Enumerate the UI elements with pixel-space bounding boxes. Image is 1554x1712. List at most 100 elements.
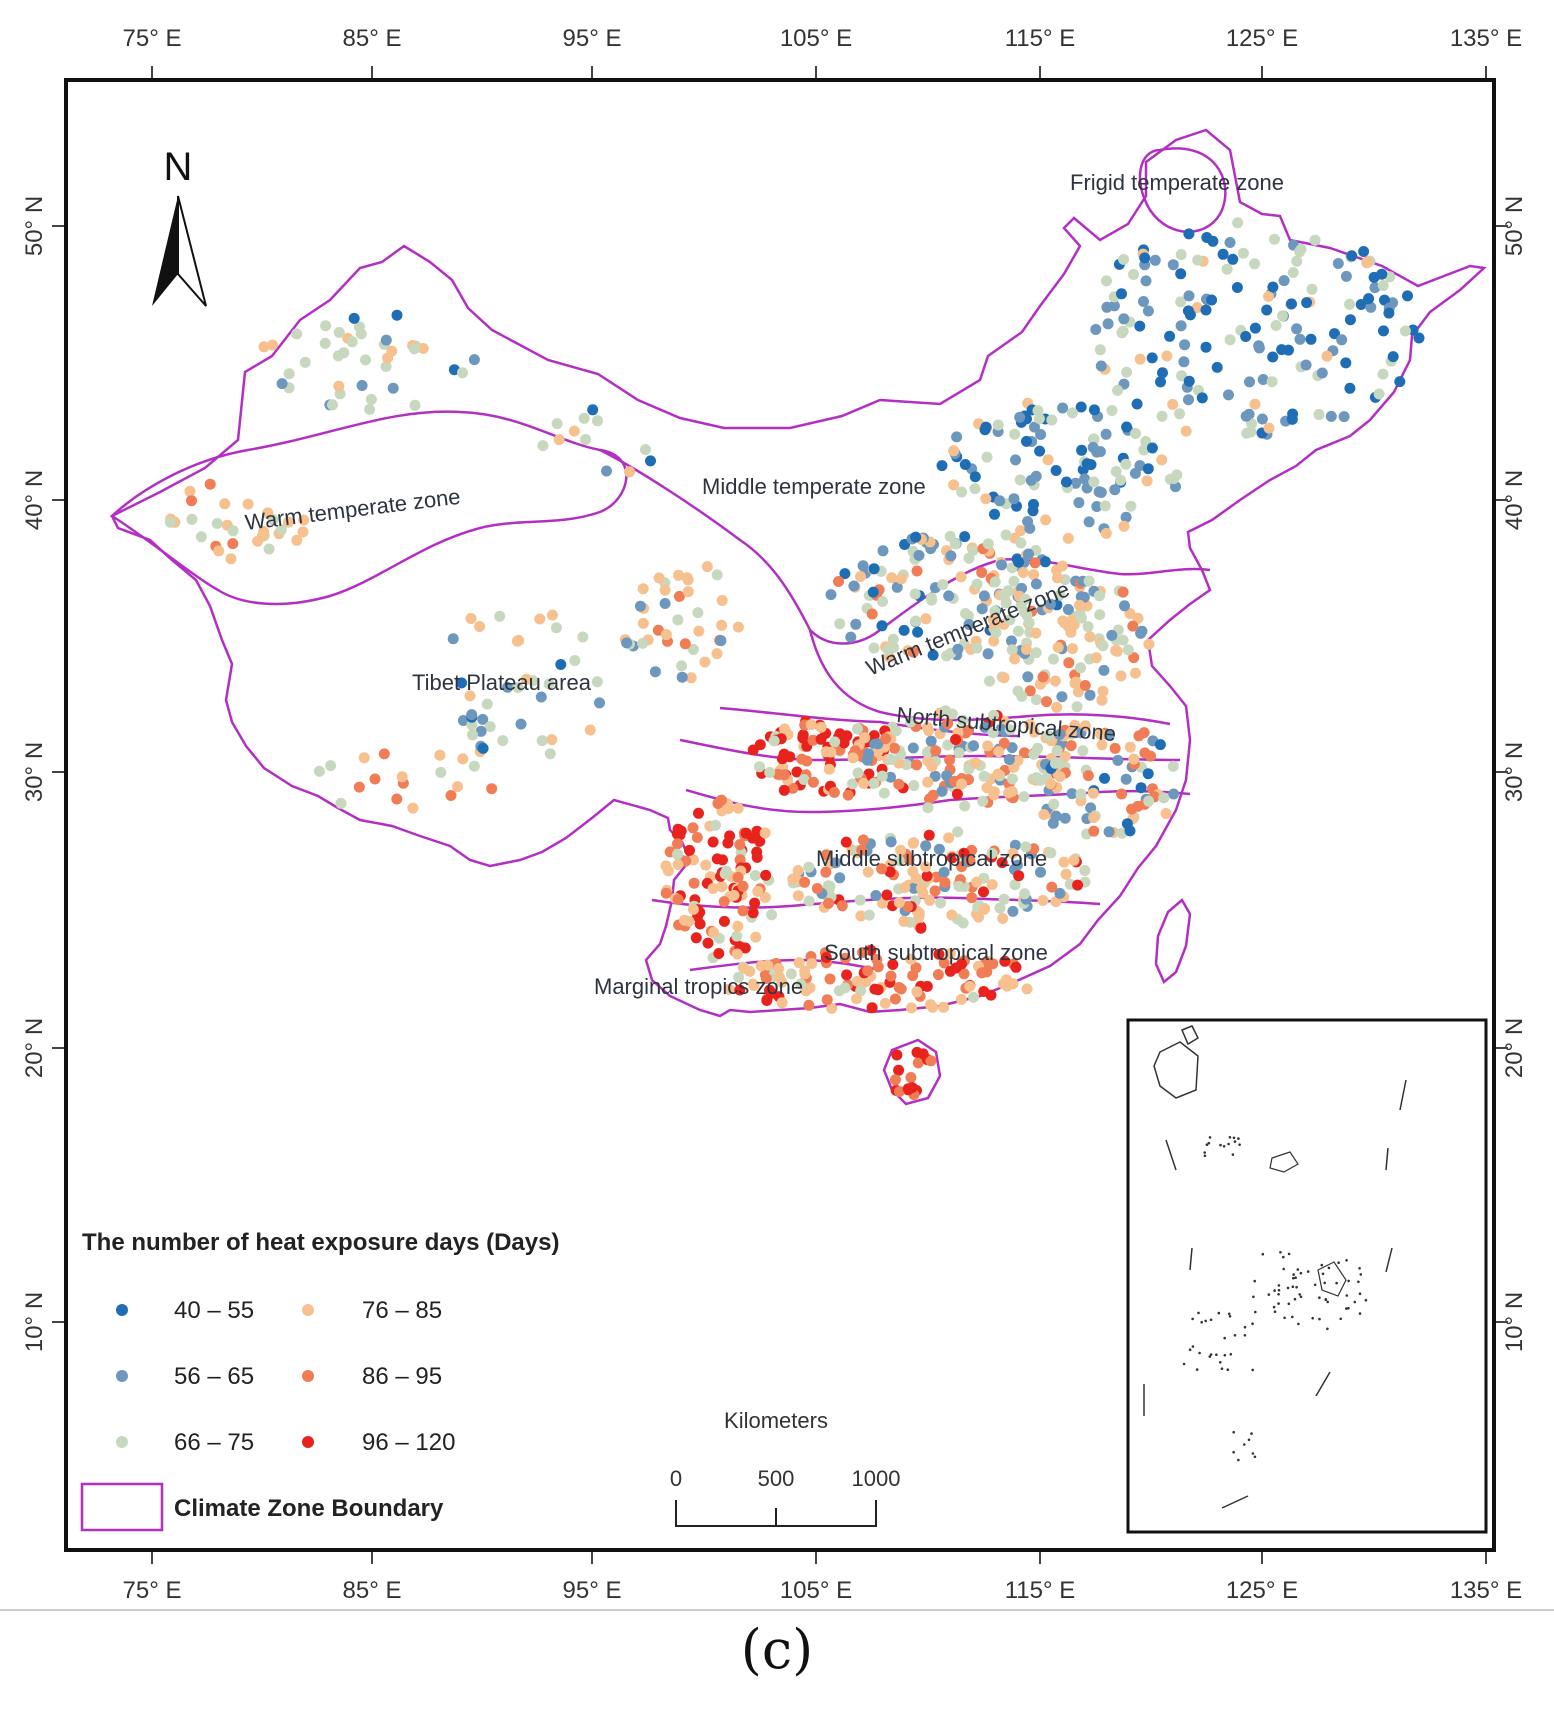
station-point bbox=[715, 635, 727, 647]
station-point bbox=[1116, 788, 1128, 800]
station-point bbox=[840, 836, 852, 848]
station-point bbox=[1175, 268, 1187, 280]
station-point bbox=[732, 920, 744, 932]
station-point bbox=[967, 544, 979, 556]
station-point bbox=[939, 705, 951, 717]
station-point bbox=[971, 578, 983, 590]
station-point bbox=[1021, 435, 1032, 447]
station-point bbox=[959, 800, 971, 812]
station-point bbox=[227, 525, 239, 537]
station-point bbox=[1101, 301, 1113, 313]
station-point bbox=[1099, 500, 1111, 512]
station-point bbox=[494, 610, 506, 622]
inset-island-dot bbox=[1299, 1295, 1303, 1299]
station-point bbox=[1192, 254, 1204, 266]
station-point bbox=[1373, 388, 1385, 400]
station-point bbox=[1110, 645, 1122, 657]
station-point bbox=[958, 847, 970, 859]
station-point bbox=[1244, 376, 1255, 388]
taiwan-island bbox=[1154, 898, 1192, 985]
station-point bbox=[1183, 228, 1195, 240]
station-point bbox=[673, 590, 685, 602]
station-point bbox=[1088, 476, 1100, 488]
station-point bbox=[1097, 685, 1109, 697]
station-point bbox=[1034, 445, 1046, 457]
station-point bbox=[945, 948, 956, 960]
station-point bbox=[1115, 474, 1127, 486]
station-point bbox=[953, 747, 965, 759]
inset-island-dot bbox=[1231, 1153, 1235, 1156]
station-point bbox=[803, 861, 815, 873]
station-point bbox=[456, 677, 468, 689]
station-point bbox=[893, 1064, 905, 1076]
station-point bbox=[1019, 593, 1031, 605]
station-point bbox=[867, 586, 879, 598]
inset-island-dot bbox=[1347, 1306, 1350, 1310]
station-point bbox=[262, 507, 274, 519]
station-point bbox=[963, 724, 974, 736]
station-point bbox=[711, 648, 723, 660]
station-point bbox=[1100, 428, 1112, 440]
station-point bbox=[876, 770, 888, 782]
station-point bbox=[1176, 370, 1188, 382]
station-point bbox=[822, 880, 834, 892]
inset-island-dot bbox=[1295, 1285, 1298, 1289]
station-point bbox=[1096, 694, 1108, 706]
station-point bbox=[992, 768, 1004, 780]
station-point bbox=[836, 900, 848, 912]
inset-island-dot bbox=[1292, 1276, 1295, 1280]
station-point bbox=[297, 526, 309, 538]
station-point bbox=[1316, 367, 1328, 379]
station-point bbox=[700, 859, 712, 871]
inset-island-dot bbox=[1291, 1285, 1295, 1288]
station-point bbox=[673, 569, 684, 581]
station-point bbox=[1246, 418, 1258, 430]
station-point bbox=[891, 1049, 903, 1061]
station-point bbox=[971, 876, 983, 888]
scale-tick-label: 0 bbox=[670, 1466, 682, 1491]
station-point bbox=[893, 855, 905, 867]
station-point bbox=[1054, 729, 1066, 740]
station-point bbox=[707, 836, 719, 848]
inset-island-dot bbox=[1209, 1353, 1213, 1356]
station-point bbox=[333, 327, 345, 338]
inset-island-dot bbox=[1222, 1145, 1226, 1148]
inset-island-dot bbox=[1233, 1334, 1237, 1337]
station-point bbox=[396, 771, 408, 783]
station-point bbox=[968, 991, 979, 1003]
station-point bbox=[964, 980, 976, 992]
station-point bbox=[1088, 433, 1100, 445]
station-point bbox=[1237, 247, 1249, 259]
station-point bbox=[1081, 458, 1093, 470]
inset-island-dot bbox=[1358, 1267, 1361, 1270]
station-point bbox=[987, 727, 999, 739]
station-point bbox=[996, 857, 1008, 869]
station-point bbox=[319, 337, 331, 349]
station-point bbox=[973, 911, 985, 923]
station-point bbox=[282, 516, 294, 528]
station-point bbox=[1022, 671, 1034, 683]
station-point bbox=[1167, 259, 1179, 271]
station-point bbox=[1161, 350, 1173, 362]
station-point bbox=[710, 819, 721, 831]
station-point bbox=[1253, 340, 1265, 352]
inset-island-dot bbox=[1252, 1295, 1255, 1299]
station-point bbox=[884, 866, 896, 878]
station-point bbox=[762, 959, 774, 971]
station-point bbox=[943, 590, 955, 602]
station-point bbox=[1377, 368, 1389, 380]
station-point bbox=[907, 646, 919, 658]
station-point bbox=[184, 485, 196, 497]
station-point bbox=[985, 989, 997, 1001]
station-point bbox=[1118, 520, 1130, 532]
station-point bbox=[731, 930, 743, 942]
station-point bbox=[1358, 246, 1370, 257]
station-point bbox=[1079, 473, 1091, 485]
station-point bbox=[1008, 493, 1020, 505]
station-point bbox=[718, 915, 730, 927]
station-point bbox=[887, 633, 899, 645]
station-point bbox=[1003, 754, 1015, 765]
station-point bbox=[1276, 344, 1288, 356]
station-point bbox=[760, 973, 772, 984]
station-point bbox=[1378, 325, 1389, 337]
